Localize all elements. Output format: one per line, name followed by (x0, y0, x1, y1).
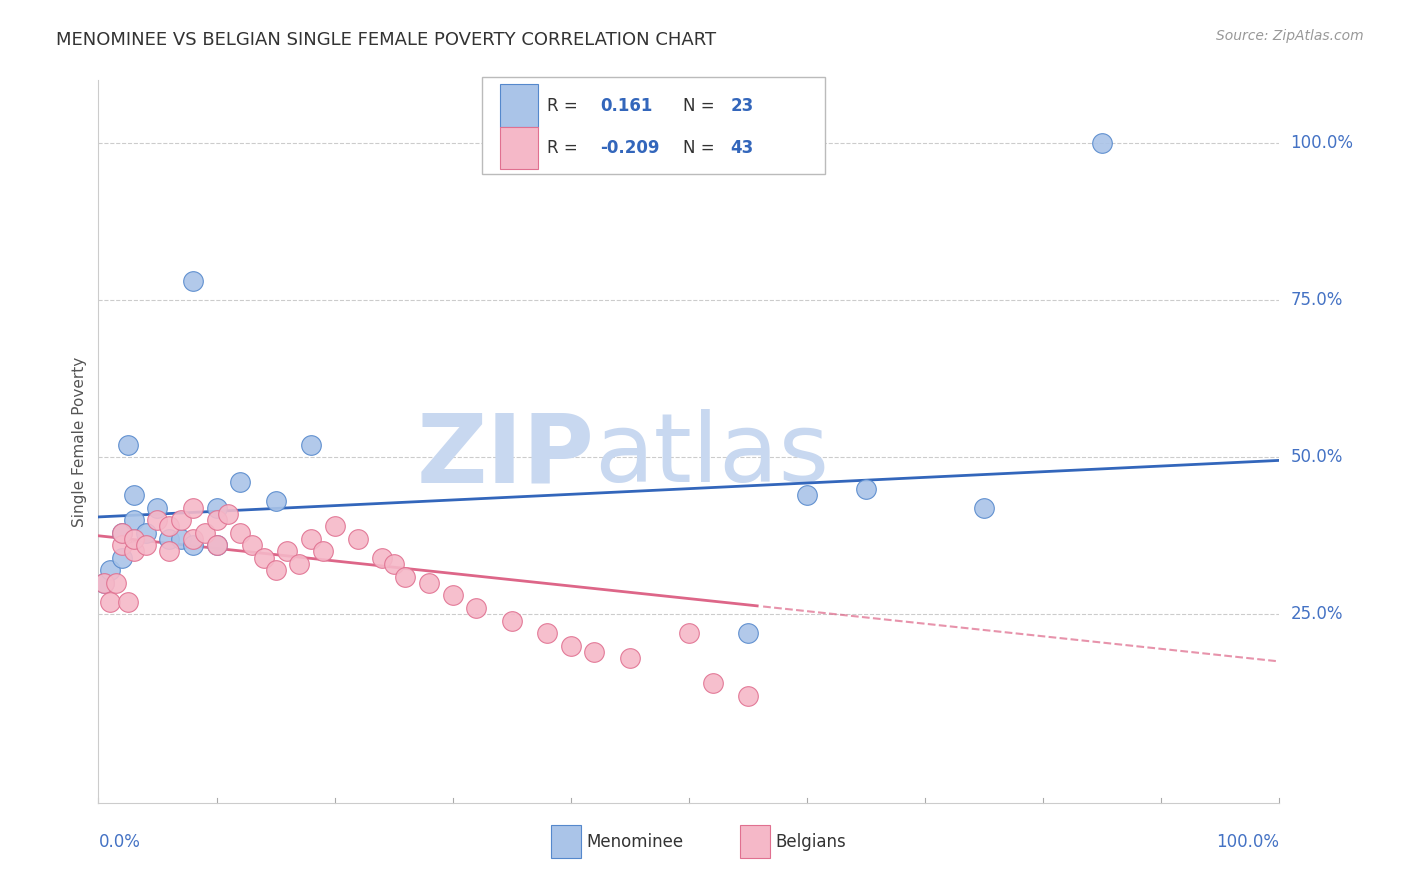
Text: N =: N = (683, 96, 714, 114)
Text: 0.0%: 0.0% (98, 833, 141, 851)
Point (122, 513, 145, 527)
Text: 75.0%: 75.0% (1291, 291, 1343, 310)
Point (312, 544, 335, 558)
FancyBboxPatch shape (551, 825, 582, 858)
Point (170, 532, 193, 546)
Point (382, 557, 405, 571)
Point (194, 525, 217, 540)
Point (371, 550, 394, 565)
Point (93, 575, 115, 590)
Point (796, 488, 818, 502)
Point (170, 513, 193, 527)
Point (264, 563, 287, 577)
Point (135, 538, 157, 552)
Point (205, 538, 228, 552)
Text: Source: ZipAtlas.com: Source: ZipAtlas.com (1216, 29, 1364, 43)
Point (276, 544, 298, 558)
Point (205, 513, 228, 527)
Point (299, 438, 322, 452)
Point (157, 544, 180, 558)
Point (323, 519, 346, 533)
Point (122, 544, 145, 558)
Text: 50.0%: 50.0% (1291, 449, 1343, 467)
Point (264, 494, 287, 508)
Point (111, 538, 134, 552)
Point (299, 532, 322, 546)
Point (229, 525, 252, 540)
Text: MENOMINEE VS BELGIAN SINGLE FEMALE POVERTY CORRELATION CHART: MENOMINEE VS BELGIAN SINGLE FEMALE POVER… (56, 31, 717, 49)
Y-axis label: Single Female Poverty: Single Female Poverty (72, 357, 87, 526)
Point (973, 500, 995, 515)
Text: 0.161: 0.161 (600, 96, 652, 114)
Point (501, 614, 523, 628)
FancyBboxPatch shape (501, 127, 537, 169)
Point (157, 532, 180, 546)
Text: Menominee: Menominee (586, 833, 683, 851)
Point (135, 525, 157, 540)
Point (105, 575, 128, 590)
Point (441, 589, 464, 603)
Text: 43: 43 (730, 139, 754, 157)
FancyBboxPatch shape (501, 84, 537, 127)
Point (702, 676, 724, 690)
Point (181, 274, 204, 288)
Point (181, 500, 204, 515)
Text: 100.0%: 100.0% (1291, 134, 1354, 153)
Point (737, 626, 759, 640)
Point (98, 595, 121, 609)
Text: 23: 23 (730, 96, 754, 114)
Point (181, 538, 204, 552)
Point (855, 482, 877, 496)
Point (111, 525, 134, 540)
Point (347, 532, 370, 546)
Point (465, 601, 488, 615)
Point (394, 569, 416, 583)
Point (229, 475, 252, 490)
Point (205, 500, 228, 515)
Text: N =: N = (683, 139, 714, 157)
Point (181, 532, 204, 546)
Point (217, 507, 239, 521)
Point (1091, 136, 1114, 150)
Point (122, 532, 145, 546)
Text: R =: R = (547, 96, 578, 114)
Point (117, 595, 139, 609)
FancyBboxPatch shape (740, 825, 770, 858)
Point (157, 519, 180, 533)
Point (146, 513, 169, 527)
Text: ZIP: ZIP (416, 409, 595, 502)
Point (288, 557, 311, 571)
Point (678, 626, 700, 640)
Point (560, 639, 582, 653)
Point (240, 538, 263, 552)
Point (737, 689, 759, 703)
Text: 25.0%: 25.0% (1291, 606, 1343, 624)
Point (111, 525, 134, 540)
Point (619, 651, 641, 665)
Point (205, 538, 228, 552)
Point (98, 563, 121, 577)
Point (122, 488, 145, 502)
Point (536, 626, 558, 640)
Point (418, 575, 440, 590)
Text: Belgians: Belgians (775, 833, 846, 851)
Point (253, 550, 276, 565)
FancyBboxPatch shape (482, 77, 825, 174)
Point (583, 645, 606, 659)
Point (146, 500, 169, 515)
Point (111, 550, 134, 565)
Text: -0.209: -0.209 (600, 139, 659, 157)
Text: 100.0%: 100.0% (1216, 833, 1279, 851)
Point (93, 575, 115, 590)
Point (117, 438, 139, 452)
Text: R =: R = (547, 139, 578, 157)
Text: atlas: atlas (595, 409, 830, 502)
